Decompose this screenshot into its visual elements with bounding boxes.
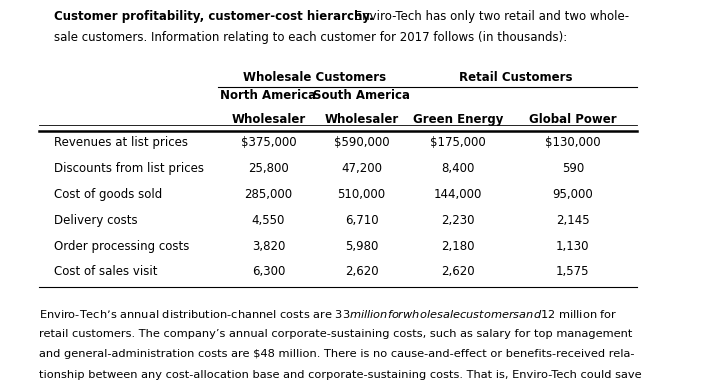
Text: 25,800: 25,800 [248,162,289,175]
Text: tionship between any cost-allocation base and corporate-sustaining costs. That i: tionship between any cost-allocation bas… [39,370,642,380]
Text: North America: North America [221,89,316,102]
Text: $375,000: $375,000 [241,136,296,149]
Text: 2,620: 2,620 [442,265,475,278]
Text: Global Power: Global Power [529,113,616,126]
Text: Order processing costs: Order processing costs [54,240,189,253]
Text: Customer profitability, customer-cost hierarchy.: Customer profitability, customer-cost hi… [54,10,373,23]
Text: 4,550: 4,550 [252,214,285,227]
Text: 1,575: 1,575 [556,265,589,278]
Text: Delivery costs: Delivery costs [54,214,137,227]
Text: sale customers. Information relating to each customer for 2017 follows (in thous: sale customers. Information relating to … [54,31,567,44]
Text: Enviro-Tech’s annual distribution-channel costs are $33 million for wholesale cu: Enviro-Tech’s annual distribution-channe… [39,308,618,320]
Text: 2,230: 2,230 [442,214,475,227]
Text: $590,000: $590,000 [334,136,390,149]
Text: Cost of sales visit: Cost of sales visit [54,265,158,278]
Text: $175,000: $175,000 [430,136,486,149]
Text: South America: South America [313,89,410,102]
Text: 2,180: 2,180 [442,240,475,253]
Text: Retail Customers: Retail Customers [459,71,572,84]
Text: Enviro-Tech has only two retail and two whole-: Enviro-Tech has only two retail and two … [351,10,629,23]
Text: 590: 590 [561,162,584,175]
Text: Wholesaler: Wholesaler [231,113,306,126]
Text: 1,130: 1,130 [556,240,589,253]
Text: 8,400: 8,400 [442,162,475,175]
Text: Wholesaler: Wholesaler [324,113,399,126]
Text: 510,000: 510,000 [337,188,386,201]
Text: 3,820: 3,820 [252,240,285,253]
Text: Wholesale Customers: Wholesale Customers [243,71,387,84]
Text: and general-administration costs are $48 million. There is no cause-and-effect o: and general-administration costs are $48… [39,349,635,359]
Text: retail customers. The company’s annual corporate-sustaining costs, such as salar: retail customers. The company’s annual c… [39,329,633,338]
Text: 2,145: 2,145 [556,214,589,227]
Text: 6,710: 6,710 [345,214,378,227]
Text: 47,200: 47,200 [341,162,382,175]
Text: Discounts from list prices: Discounts from list prices [54,162,203,175]
Text: 144,000: 144,000 [434,188,483,201]
Text: 6,300: 6,300 [252,265,285,278]
Text: 95,000: 95,000 [553,188,593,201]
Text: 5,980: 5,980 [345,240,378,253]
Text: $130,000: $130,000 [545,136,601,149]
Text: Cost of goods sold: Cost of goods sold [54,188,162,201]
Text: 2,620: 2,620 [345,265,378,278]
Text: 285,000: 285,000 [244,188,293,201]
Text: Green Energy: Green Energy [413,113,503,126]
Text: Revenues at list prices: Revenues at list prices [54,136,188,149]
